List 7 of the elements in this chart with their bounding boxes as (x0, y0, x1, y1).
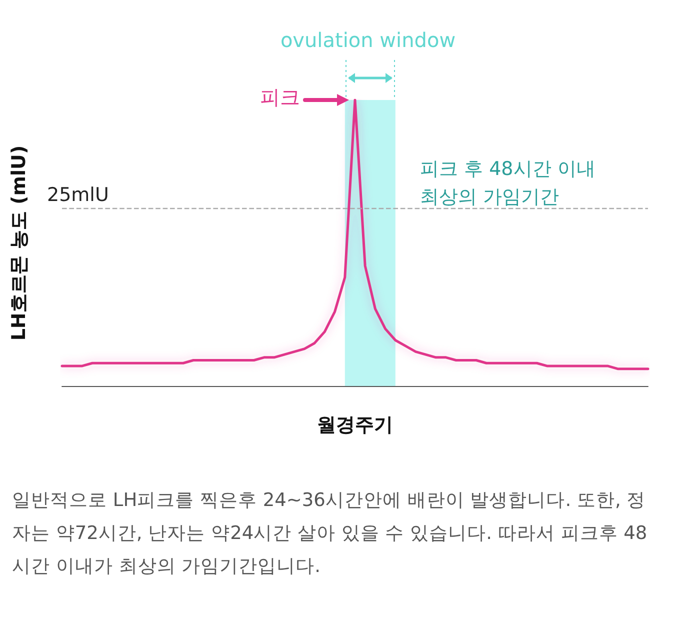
text: ovulation window (279, 28, 457, 52)
text: 일반적으로 LH피크를 찍은후 24~36시간안에 배란이 발생합니다. 또한, 정자는 약72시간, 난자는 약24시간 살아 있을 수 있습니다. 따라서 피크후 48시간 이내가 최상의 가임기간입니다. (12, 489, 648, 579)
annotation: 피크 후 48시간 이내 최상의 가임기간 (420, 157, 596, 210)
y-axis-title: LH호르몬 농도 (mlU) (7, 144, 31, 343)
ref-line-label: 25mlU (47, 184, 109, 206)
annotation: 피크 (260, 84, 300, 111)
x-axis-title: 월경주기 (317, 415, 393, 436)
